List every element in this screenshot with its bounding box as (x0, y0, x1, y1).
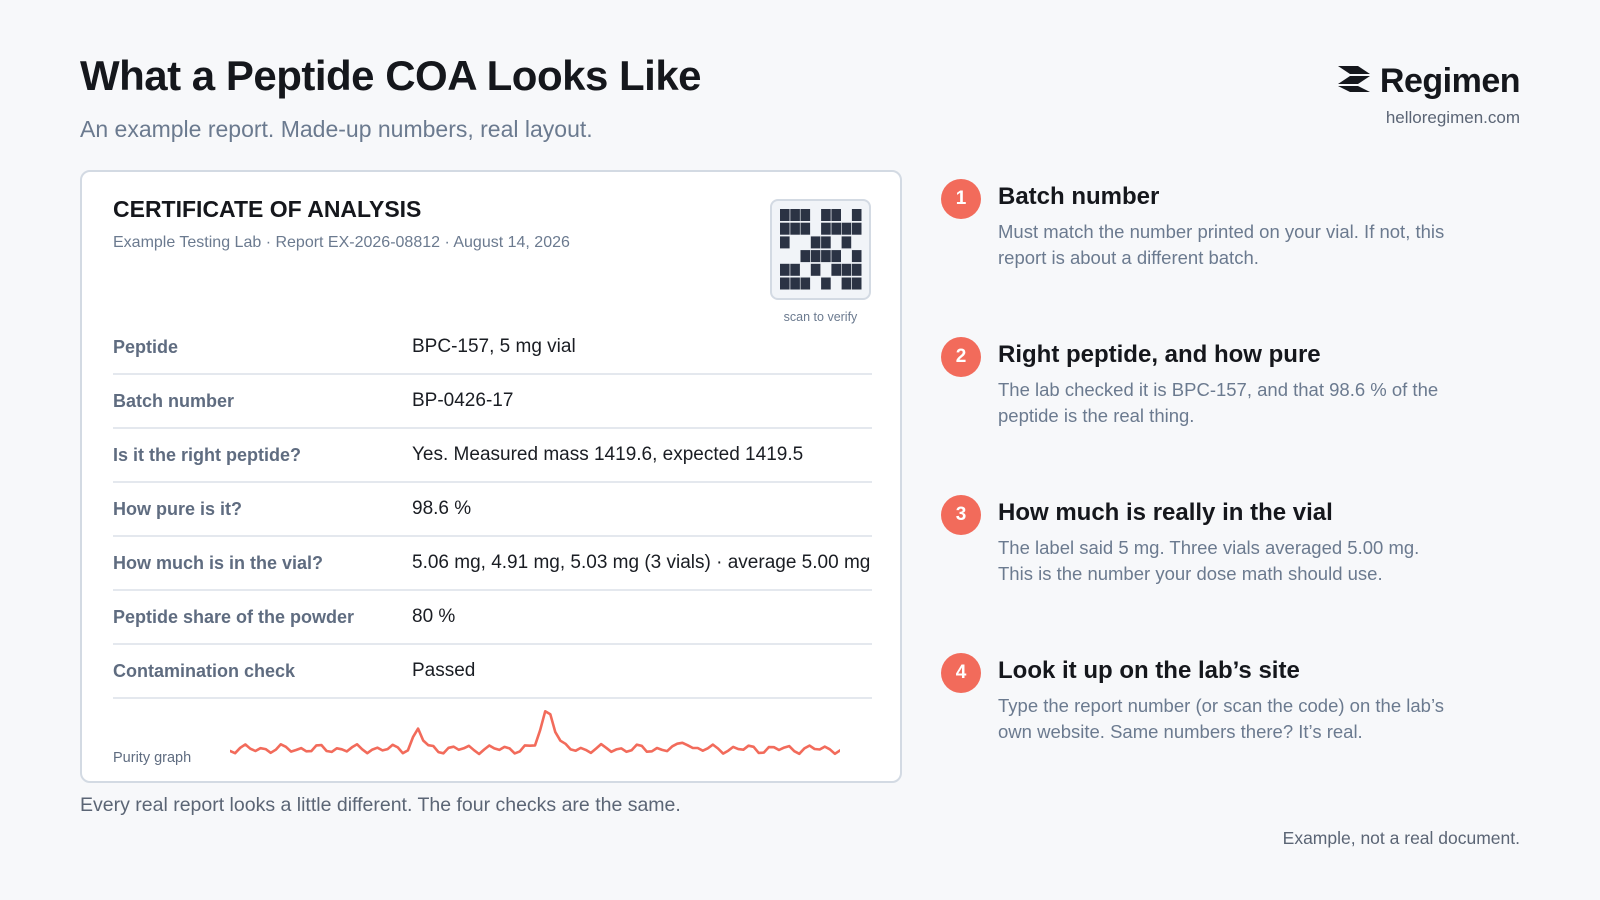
row-label: How much is in the vial? (113, 552, 324, 573)
row-value: 98.6 % (412, 498, 472, 519)
qr-module (820, 208, 831, 221)
qr-module (789, 277, 800, 289)
row-label: Peptide share of the powder (113, 606, 355, 627)
qr-module (789, 263, 800, 276)
row-label: Is it the right peptide? (113, 444, 301, 465)
check-description: Must match the number printed on your vi… (998, 221, 1445, 268)
qr-module (779, 263, 790, 276)
check-title: Right peptide, and how pure (998, 341, 1321, 368)
footnote: Every real report looks a little differe… (80, 794, 681, 816)
page-title: What a Peptide COA Looks Like (80, 52, 702, 99)
purity-graph-trace (230, 710, 840, 756)
check-title: Look it up on the lab’s site (998, 657, 1300, 684)
check-title: Batch number (998, 183, 1160, 210)
qr-module (851, 277, 861, 289)
qr-module (820, 222, 831, 235)
check-title: How much is really in the vial (998, 499, 1333, 526)
checks-list: 1 Batch number Must match the number pri… (941, 179, 1501, 811)
brand-logo[interactable]: Regimen (1336, 62, 1521, 101)
disclaimer: Example, not a real document. (1282, 828, 1520, 848)
qr-module (830, 208, 841, 221)
qr-module (789, 208, 800, 221)
row-label: How pure is it? (113, 498, 243, 519)
qr-module (779, 235, 790, 248)
qr-code-icon (779, 208, 861, 289)
qr-module (810, 249, 820, 262)
check-item: 1 Batch number Must match the number pri… (941, 179, 1501, 337)
row-value: BPC-157, 5 mg vial (412, 336, 576, 357)
table-row: Peptide BPC-157, 5 mg vial (113, 321, 872, 375)
qr-module (841, 222, 851, 235)
table-row: Peptide share of the powder 80 % (113, 591, 872, 645)
row-label: Contamination check (113, 660, 296, 681)
qr-module (851, 263, 861, 276)
qr-code[interactable] (770, 199, 871, 300)
qr-module (779, 222, 790, 235)
purity-graph (230, 710, 840, 756)
qr-caption: scan to verify (783, 310, 858, 324)
brand-name: Regimen (1379, 62, 1521, 100)
check-item: 2 Right peptide, and how pure The lab ch… (941, 337, 1501, 495)
row-value: Passed (412, 660, 476, 681)
qr-module (779, 208, 790, 221)
qr-module (830, 263, 841, 276)
qr-module (820, 249, 831, 262)
row-value: 5.06 mg, 4.91 mg, 5.03 mg (3 vials) · av… (412, 552, 871, 573)
qr-module (830, 249, 841, 262)
purity-graph-label: Purity graph (113, 750, 192, 766)
qr-module (851, 208, 861, 221)
qr-module (810, 235, 820, 248)
check-description: The label said 5 mg. Three vials average… (998, 537, 1420, 584)
certificate-table: Peptide BPC-157, 5 mg vial Batch number … (113, 321, 872, 699)
table-row: Batch number BP-0426-17 (113, 375, 872, 429)
row-label: Peptide (113, 336, 179, 357)
brand-url[interactable]: helloregimen.com (1385, 108, 1520, 127)
check-item: 4 Look it up on the lab’s site Type the … (941, 653, 1501, 811)
table-row: Contamination check Passed (113, 645, 872, 699)
qr-module (800, 249, 810, 262)
qr-module (841, 277, 851, 289)
row-value: 80 % (412, 606, 456, 627)
qr-module (830, 222, 841, 235)
qr-module (820, 277, 831, 289)
qr-module (841, 235, 851, 248)
certificate-title: CERTIFICATE OF ANALYSIS (113, 196, 422, 222)
qr-module (789, 222, 800, 235)
certificate-meta: Example Testing Lab · Report EX-2026-088… (113, 234, 570, 251)
check-description: Type the report number (or scan the code… (998, 695, 1444, 742)
qr-module (800, 208, 810, 221)
table-row: How much is in the vial? 5.06 mg, 4.91 m… (113, 537, 872, 591)
qr-module (851, 222, 861, 235)
step-number-badge: 3 (941, 495, 981, 535)
qr-module (820, 235, 831, 248)
qr-module (810, 263, 820, 276)
qr-module (800, 277, 810, 289)
regimen-logo-icon (1336, 64, 1372, 99)
check-item: 3 How much is really in the vial The lab… (941, 495, 1501, 653)
row-value: BP-0426-17 (412, 390, 514, 411)
row-label: Batch number (113, 390, 235, 411)
check-description: The lab checked it is BPC-157, and that … (998, 379, 1439, 426)
step-number-badge: 2 (941, 337, 981, 377)
qr-module (851, 249, 861, 262)
row-value: Yes. Measured mass 1419.6, expected 1419… (412, 444, 804, 465)
qr-module (800, 222, 810, 235)
qr-module (779, 277, 790, 289)
certificate-card: CERTIFICATE OF ANALYSIS Example Testing … (80, 170, 902, 783)
step-number-badge: 4 (941, 653, 981, 693)
table-row: Is it the right peptide? Yes. Measured m… (113, 429, 872, 483)
page-subtitle: An example report. Made-up numbers, real… (80, 116, 593, 142)
qr-module (841, 263, 851, 276)
step-number-badge: 1 (941, 179, 981, 219)
table-row: How pure is it? 98.6 % (113, 483, 872, 537)
